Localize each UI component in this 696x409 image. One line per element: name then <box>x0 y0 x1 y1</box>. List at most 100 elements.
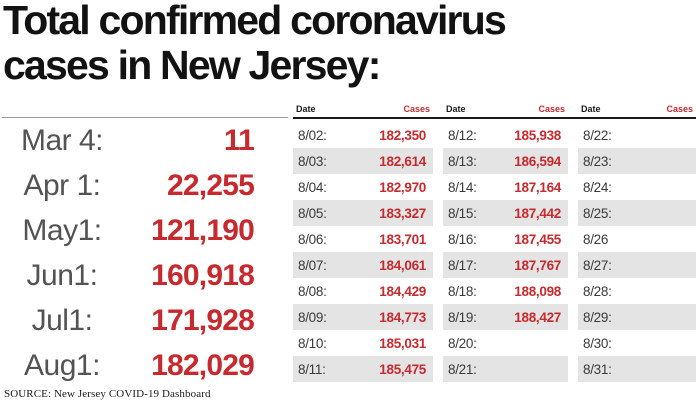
date-cell: 8/17: <box>448 257 477 273</box>
table-row: 8/05: 183,327 <box>293 200 433 226</box>
table-row: 8/07: 184,061 <box>293 252 433 278</box>
date-cell: 8/18: <box>448 283 477 299</box>
milestone-row: Mar 4: 11 <box>2 118 288 163</box>
date-cell: 8/20: <box>448 335 477 351</box>
table-row: 8/13: 186,594 <box>443 148 568 174</box>
cases-cell: 186,594 <box>514 153 561 169</box>
title-line-1: Total confirmed coronavirus <box>3 0 507 43</box>
table-row: 8/27: <box>578 252 696 278</box>
table-row: 8/26 <box>578 226 696 252</box>
table-row: 8/02: 182,350 <box>293 122 433 148</box>
table-row: 8/17: 187,767 <box>443 252 568 278</box>
cases-cell: 187,164 <box>514 179 561 195</box>
table-row: 8/23: <box>578 148 696 174</box>
date-cell: 8/02: <box>298 127 327 143</box>
table-row: 8/16: 187,455 <box>443 226 568 252</box>
table-row: 8/29: <box>578 304 696 330</box>
date-cell: 8/25: <box>583 205 612 221</box>
date-header-label: Date <box>446 104 466 114</box>
table-row: 8/21: <box>443 356 568 382</box>
daily-cases-table: Date Cases 8/02: 182,350 8/03: 182,614 8/0… <box>293 102 696 382</box>
table-row: 8/11: 185,475 <box>293 356 433 382</box>
table-row: 8/19: 188,427 <box>443 304 568 330</box>
date-cell: 8/31: <box>583 361 612 377</box>
date-cell: 8/30: <box>583 335 612 351</box>
cases-cell: 182,970 <box>379 179 426 195</box>
title-line-2: cases in New Jersey: <box>3 42 381 88</box>
table-column-group-1: Date Cases 8/02: 182,350 8/03: 182,614 8/0… <box>293 102 433 382</box>
page-title: Total confirmed coronavirus cases in New… <box>3 0 507 88</box>
table-row: 8/14: 187,164 <box>443 174 568 200</box>
table-row: 8/30: <box>578 330 696 356</box>
table-row: 8/28: <box>578 278 696 304</box>
header-divider <box>293 117 696 119</box>
table-header: Date Cases <box>578 102 696 117</box>
table-row: 8/18: 188,098 <box>443 278 568 304</box>
table-column-group-2: Date Cases 8/12: 185,938 8/13: 186,594 8/1… <box>443 102 568 382</box>
milestone-value: 160,918 <box>151 258 255 292</box>
milestone-date: May1: <box>22 213 102 247</box>
date-header-label: Date <box>296 104 316 114</box>
date-cell: 8/16: <box>448 231 477 247</box>
date-cell: 8/12: <box>448 127 477 143</box>
cases-cell: 183,701 <box>379 231 426 247</box>
milestone-row: Jun1: 160,918 <box>2 253 288 298</box>
date-cell: 8/06: <box>298 231 327 247</box>
date-cell: 8/24: <box>583 179 612 195</box>
milestone-value: 121,190 <box>151 213 255 247</box>
table-header: Date Cases <box>293 102 433 117</box>
date-cell: 8/04: <box>298 179 327 195</box>
cases-cell: 182,350 <box>379 127 426 143</box>
table-row: 8/22: <box>578 122 696 148</box>
milestone-date: Aug1: <box>24 348 100 382</box>
milestone-value: 11 <box>223 123 255 157</box>
milestone-value: 182,029 <box>151 348 255 382</box>
milestone-list: Mar 4: 11 Apr 1: 22,255 May1: 121,190 Ju… <box>2 117 288 388</box>
cases-header-label: Cases <box>538 104 565 114</box>
date-cell: 8/23: <box>583 153 612 169</box>
milestone-date: Jul1: <box>31 303 93 337</box>
cases-cell: 185,938 <box>514 127 561 143</box>
date-cell: 8/21: <box>448 361 477 377</box>
cases-cell: 188,427 <box>514 309 561 325</box>
date-cell: 8/11: <box>298 361 326 377</box>
date-cell: 8/13: <box>448 153 477 169</box>
cases-cell: 183,327 <box>379 205 426 221</box>
table-rows: 8/22: 8/23: 8/24: 8/25: 8/26 8/27: 8/28:… <box>578 122 696 382</box>
table-row: 8/12: 185,938 <box>443 122 568 148</box>
milestone-row: Apr 1: 22,255 <box>2 163 288 208</box>
cases-cell: 184,429 <box>379 283 426 299</box>
cases-cell: 182,614 <box>379 153 426 169</box>
date-cell: 8/14: <box>448 179 477 195</box>
table-column-group-3: Date Cases 8/22: 8/23: 8/24: 8/25: 8/26 … <box>578 102 696 382</box>
source-note: SOURCE: New Jersey COVID-19 Dashboard <box>4 388 211 400</box>
date-cell: 8/09: <box>298 309 327 325</box>
cases-header-label: Cases <box>403 104 430 114</box>
date-cell: 8/29: <box>583 309 612 325</box>
milestone-date: Jun1: <box>26 258 98 292</box>
table-row: 8/31: <box>578 356 696 382</box>
date-cell: 8/03: <box>298 153 327 169</box>
table-row: 8/04: 182,970 <box>293 174 433 200</box>
cases-cell: 184,061 <box>379 257 426 273</box>
cases-cell: 185,475 <box>379 361 426 377</box>
table-row: 8/03: 182,614 <box>293 148 433 174</box>
milestone-value: 171,928 <box>151 303 255 337</box>
cases-cell: 185,031 <box>379 335 426 351</box>
date-cell: 8/07: <box>298 257 327 273</box>
date-cell: 8/15: <box>448 205 477 221</box>
date-cell: 8/08: <box>298 283 327 299</box>
date-cell: 8/10: <box>298 335 327 351</box>
milestone-row: Aug1: 182,029 <box>2 343 288 388</box>
table-header: Date Cases <box>443 102 568 117</box>
date-cell: 8/22: <box>583 127 612 143</box>
date-cell: 8/28: <box>583 283 612 299</box>
table-row: 8/09: 184,773 <box>293 304 433 330</box>
milestone-date: Mar 4: <box>20 123 104 157</box>
milestone-value: 22,255 <box>167 168 255 202</box>
table-row: 8/15: 187,442 <box>443 200 568 226</box>
milestone-row: May1: 121,190 <box>2 208 288 253</box>
cases-cell: 187,767 <box>514 257 561 273</box>
cases-cell: 188,098 <box>514 283 561 299</box>
